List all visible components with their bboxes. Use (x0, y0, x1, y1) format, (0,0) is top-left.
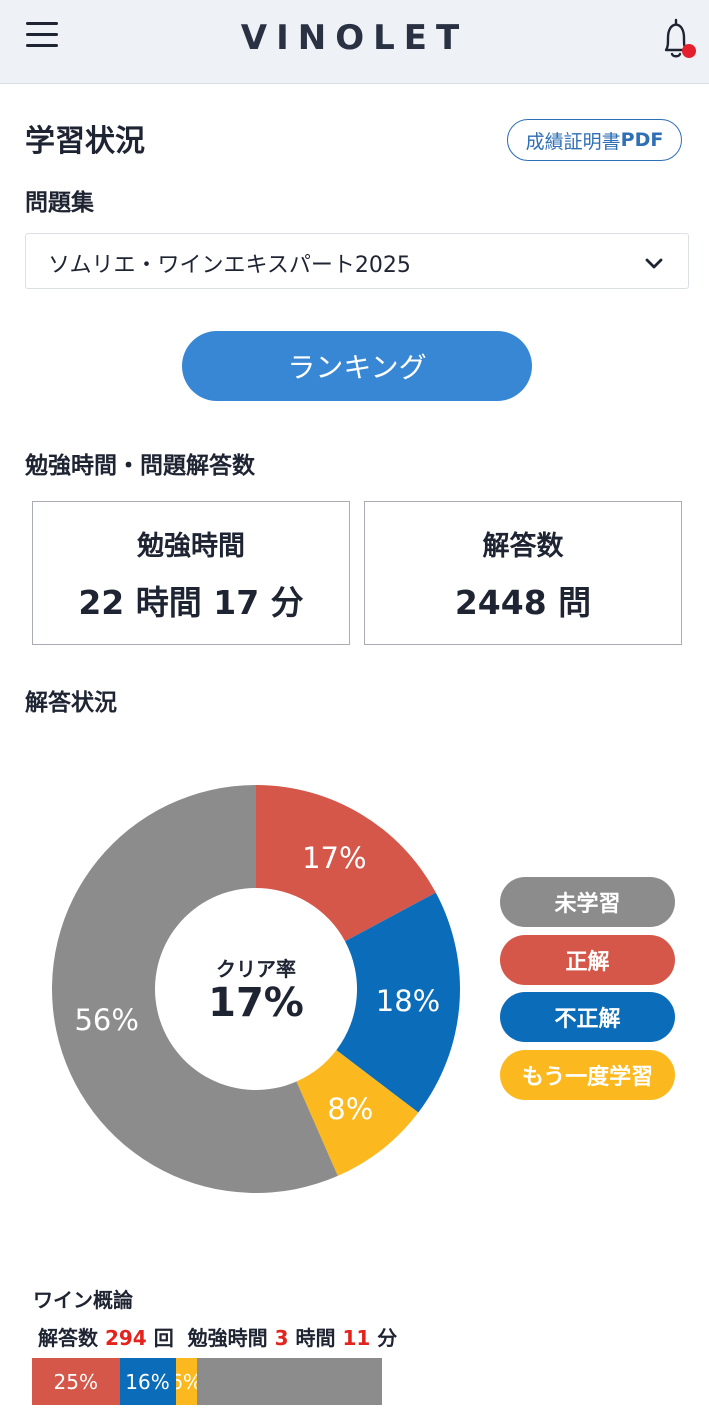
answers-value: 2448 問 (454, 583, 592, 622)
subject-minutes-unit: 分 (377, 1326, 398, 1350)
legend-review[interactable]: もう一度学習 (500, 1050, 675, 1100)
progress-segment-incorrect: 16% (119, 1358, 176, 1405)
page-title: 学習状況 (25, 124, 145, 159)
question-set-select[interactable]: ソムリエ・ワインエキスパート2025 (25, 233, 689, 289)
donut-slice-incorrect (336, 892, 460, 1113)
legend-incorrect[interactable]: 不正解 (500, 992, 675, 1042)
chevron-down-icon (645, 258, 663, 269)
pdf-button-suffix: PDF (620, 129, 664, 151)
notification-badge (682, 44, 696, 58)
answer-status-title: 解答状況 (25, 690, 117, 716)
donut-label-correct: 17% (302, 841, 366, 875)
subject-minutes: 11 (342, 1326, 371, 1350)
donut-slice-unstudied (52, 785, 338, 1193)
study-section-title: 勉強時間・問題解答数 (25, 453, 255, 479)
app-header: VINOLET (0, 0, 709, 84)
answers-label: 解答数 (482, 531, 564, 562)
subject-hours: 3 (274, 1326, 289, 1350)
progress-segment-correct: 25% (32, 1358, 120, 1405)
ranking-button[interactable]: ランキング (182, 331, 532, 401)
subject-answers-label: 解答数 (38, 1326, 98, 1350)
subject-answers-unit: 回 (153, 1326, 174, 1350)
clear-rate: クリア率 17% (156, 888, 356, 1088)
study-time-card: 勉強時間 22 時間 17 分 (32, 501, 350, 645)
answers-card: 解答数 2448 問 (364, 501, 682, 645)
certificate-pdf-button[interactable]: 成績証明書 PDF (507, 119, 682, 161)
subject-stats: 解答数 294 回 勉強時間 3 時間 11 分 (38, 1322, 397, 1351)
clear-rate-value: 17% (208, 979, 304, 1026)
donut-label-review: 8% (327, 1092, 373, 1126)
subject-answers-count: 294 (104, 1326, 147, 1350)
legend-unstudied[interactable]: 未学習 (500, 877, 675, 927)
donut-slice-correct (256, 785, 436, 942)
study-time-value: 22 時間 17 分 (78, 583, 304, 622)
app-logo: VINOLET (240, 18, 469, 58)
subject-time-label: 勉強時間 (187, 1326, 268, 1350)
answer-status-donut-chart: 17% 18% 8% 56% (52, 785, 460, 1193)
legend-correct[interactable]: 正解 (500, 935, 675, 985)
study-time-label: 勉強時間 (137, 531, 245, 562)
question-set-value: ソムリエ・ワインエキスパート2025 (48, 253, 411, 278)
bell-icon[interactable] (658, 16, 698, 62)
donut-label-incorrect: 18% (376, 984, 440, 1018)
donut-slice-review (296, 1050, 419, 1176)
subject-progress-bar: 25%16%6% (32, 1358, 382, 1405)
pdf-button-label: 成績証明書 (525, 130, 621, 153)
hamburger-menu-icon[interactable] (26, 22, 58, 48)
donut-label-unstudied: 56% (74, 1003, 138, 1037)
subject-name: ワイン概論 (33, 1288, 133, 1312)
progress-segment-review: 6% (175, 1358, 197, 1405)
clear-rate-label: クリア率 (216, 956, 296, 981)
question-set-label: 問題集 (25, 190, 94, 216)
subject-hours-unit: 時間 (295, 1326, 336, 1350)
